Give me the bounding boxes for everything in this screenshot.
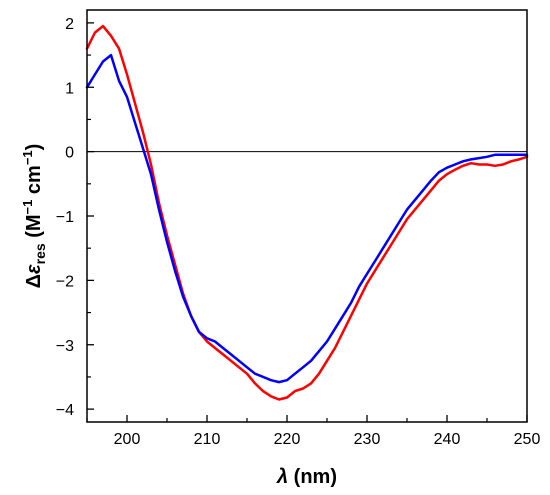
x-axis-title: λ (nm) [276, 466, 337, 488]
y-axis-unit-mid: cm [23, 165, 45, 199]
y-axis-delta: Δ [23, 274, 45, 288]
x-tick-label: 210 [194, 431, 221, 448]
y-axis-superscript-1: −1 [20, 200, 35, 215]
x-tick-label: 230 [354, 431, 381, 448]
y-axis-subscript: res [32, 243, 48, 264]
series-line-1 [85, 24, 529, 401]
y-tick-label: −3 [56, 338, 74, 355]
y-tick-label: −2 [56, 273, 74, 290]
y-axis-unit-close: ) [23, 144, 45, 151]
y-tick-label: −4 [56, 402, 74, 419]
y-axis-unit-open: (M [23, 214, 45, 243]
x-axis-ticks: 200 210 220 230 240 250 [86, 415, 541, 448]
y-tick-label: 2 [65, 16, 74, 33]
plot-area-frame [86, 9, 528, 423]
x-axis-unit: (nm) [288, 466, 337, 488]
x-tick-label: 250 [514, 431, 541, 448]
y-axis-epsilon: ε [23, 264, 45, 274]
y-axis-superscript-2: −1 [20, 150, 35, 165]
x-tick-label: 220 [274, 431, 301, 448]
y-axis-title: Δεres (M−1 cm−1) [20, 144, 48, 289]
series-line-2 [85, 53, 529, 384]
y-axis-title-wrap: Δεres (M−1 cm−1) [20, 144, 48, 289]
x-axis-symbol: λ [276, 466, 288, 488]
y-tick-label: −1 [56, 209, 74, 226]
y-tick-label: 0 [65, 145, 74, 162]
series-layer [85, 24, 529, 401]
y-axis-ticks: −4 −3 −2 −1 0 1 2 [56, 16, 94, 419]
y-tick-label: 1 [65, 80, 74, 97]
x-tick-label: 200 [114, 431, 141, 448]
x-tick-label: 240 [434, 431, 461, 448]
